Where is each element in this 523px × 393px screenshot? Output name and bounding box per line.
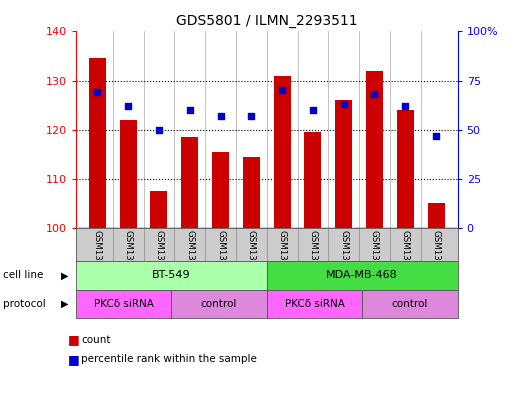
- Text: control: control: [392, 299, 428, 309]
- Text: GSM1338299: GSM1338299: [401, 230, 410, 288]
- Title: GDS5801 / ILMN_2293511: GDS5801 / ILMN_2293511: [176, 14, 358, 28]
- Bar: [274, 75, 291, 228]
- Point: [217, 113, 225, 119]
- Bar: [151, 191, 167, 228]
- Bar: [267, 261, 458, 290]
- Bar: [76, 261, 267, 290]
- Bar: [76, 290, 172, 318]
- Text: ■: ■: [68, 333, 79, 346]
- Point: [370, 91, 379, 97]
- Text: PKCδ siRNA: PKCδ siRNA: [94, 299, 153, 309]
- Bar: [181, 137, 198, 228]
- Point: [309, 107, 317, 113]
- Bar: [212, 152, 229, 228]
- Text: GSM1338296: GSM1338296: [278, 230, 287, 288]
- Text: GSM1338295: GSM1338295: [370, 230, 379, 288]
- Text: PKCδ siRNA: PKCδ siRNA: [285, 299, 344, 309]
- Point: [432, 132, 440, 139]
- Bar: [304, 132, 321, 228]
- Bar: [362, 290, 458, 318]
- Bar: [428, 204, 445, 228]
- Text: GSM1338306: GSM1338306: [154, 230, 164, 288]
- Text: GSM1338301: GSM1338301: [216, 230, 225, 288]
- Point: [186, 107, 194, 113]
- Text: GSM1338298: GSM1338298: [93, 230, 102, 288]
- Text: GSM1338305: GSM1338305: [247, 230, 256, 288]
- Point: [124, 103, 132, 109]
- Text: ▶: ▶: [61, 299, 68, 309]
- Text: GSM1338297: GSM1338297: [185, 230, 194, 288]
- Bar: [366, 71, 383, 228]
- Text: GSM1338302: GSM1338302: [123, 230, 133, 288]
- Text: percentile rank within the sample: percentile rank within the sample: [81, 354, 257, 364]
- Bar: [267, 290, 362, 318]
- Point: [278, 87, 286, 94]
- Bar: [243, 157, 260, 228]
- Text: GSM1338304: GSM1338304: [339, 230, 348, 288]
- Point: [247, 113, 256, 119]
- Text: count: count: [81, 334, 110, 345]
- Text: GSM1338303: GSM1338303: [431, 230, 440, 288]
- Text: GSM1338300: GSM1338300: [309, 230, 317, 288]
- Bar: [335, 100, 352, 228]
- Text: ▶: ▶: [61, 270, 68, 281]
- Text: control: control: [201, 299, 237, 309]
- Bar: [172, 290, 267, 318]
- Text: cell line: cell line: [3, 270, 43, 281]
- Point: [155, 127, 163, 133]
- Point: [93, 89, 101, 95]
- Bar: [120, 120, 137, 228]
- Bar: [89, 59, 106, 228]
- Text: ■: ■: [68, 353, 79, 366]
- Point: [401, 103, 410, 109]
- Point: [339, 101, 348, 107]
- Text: protocol: protocol: [3, 299, 46, 309]
- Bar: [397, 110, 414, 228]
- Text: MDA-MB-468: MDA-MB-468: [326, 270, 398, 281]
- Text: BT-549: BT-549: [152, 270, 190, 281]
